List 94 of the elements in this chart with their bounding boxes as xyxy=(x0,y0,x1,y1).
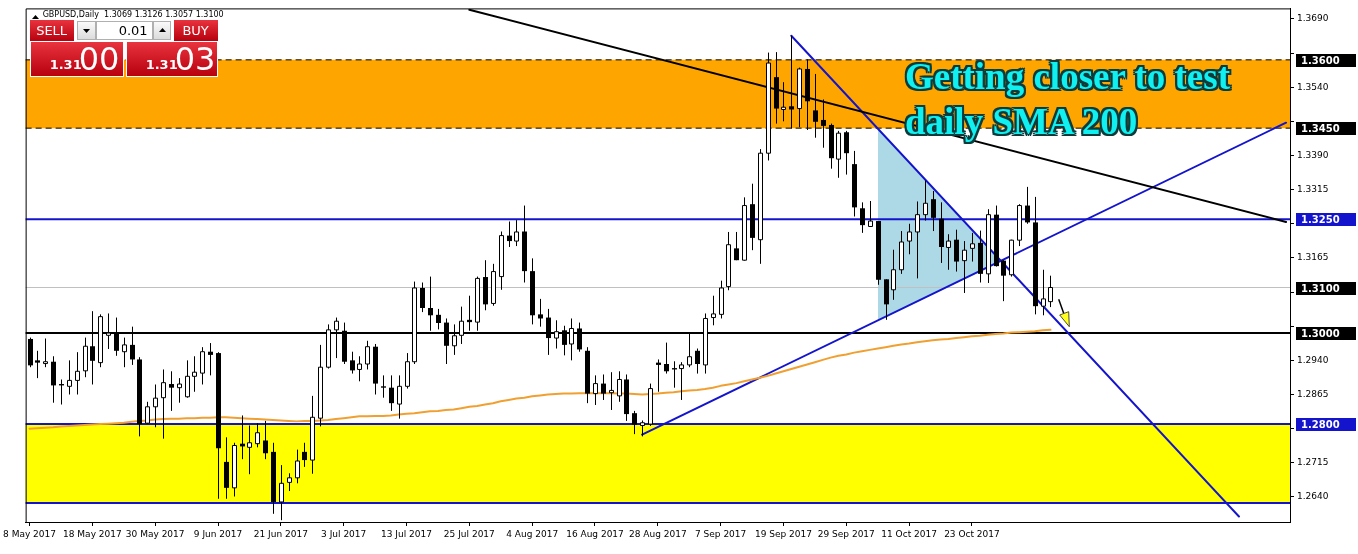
candlestick xyxy=(711,295,716,326)
candlestick xyxy=(609,371,614,411)
candlestick xyxy=(868,200,873,228)
y-tick-label: 1.3390 xyxy=(1297,149,1329,160)
candlestick xyxy=(192,355,197,393)
candlestick xyxy=(664,342,669,375)
y-tick-label: 1.3690 xyxy=(1297,13,1329,24)
candlestick xyxy=(946,233,951,271)
candlestick xyxy=(844,130,849,176)
candlestick xyxy=(122,337,127,368)
sell-button: SELL xyxy=(29,20,74,41)
candlestick xyxy=(357,355,362,382)
candlestick xyxy=(255,422,260,448)
candlestick xyxy=(970,232,975,263)
candlestick xyxy=(365,340,370,370)
candlestick xyxy=(185,359,190,399)
candlestick xyxy=(1041,269,1046,316)
candlestick xyxy=(538,298,543,328)
x-tick-label: 11 Oct 2017 xyxy=(881,528,937,539)
candlestick xyxy=(389,374,394,412)
x-tick-label: 23 Oct 2017 xyxy=(944,528,1000,539)
candlestick xyxy=(397,374,402,420)
x-tick-label: 25 Jul 2017 xyxy=(443,528,495,539)
ref-line-label: 1.3450 xyxy=(1301,122,1340,134)
chart-title: GBPUSD,Daily 1.3069 1.3126 1.3057 1.3100 xyxy=(42,10,224,20)
x-tick-label: 4 Aug 2017 xyxy=(506,528,559,539)
candlestick xyxy=(891,249,896,301)
y-tick-label: 1.2715 xyxy=(1297,457,1329,468)
candlestick xyxy=(67,359,72,396)
candlestick xyxy=(915,200,920,279)
buy-button: BUY xyxy=(173,20,218,41)
candlestick xyxy=(263,420,268,460)
x-tick-label: 21 Jun 2017 xyxy=(253,528,308,539)
ref-line-label: 1.3600 xyxy=(1301,54,1340,66)
y-tick-label: 1.3315 xyxy=(1297,183,1329,194)
candlestick xyxy=(923,180,928,222)
candlestick xyxy=(247,424,252,475)
x-tick-label: 7 Sep 2017 xyxy=(694,528,747,539)
candlestick xyxy=(593,374,598,406)
x-tick-label: 13 Jul 2017 xyxy=(381,528,432,539)
x-tick-label: 16 Aug 2017 xyxy=(566,528,624,539)
y-tick-label: 1.3540 xyxy=(1297,81,1329,92)
lot-size-field: 0.01 xyxy=(95,21,153,40)
x-tick-label: 8 May 2017 xyxy=(3,528,57,539)
candlestick xyxy=(279,464,284,521)
x-tick-label: 28 Aug 2017 xyxy=(628,528,687,539)
candlestick xyxy=(75,351,80,396)
candlestick xyxy=(781,81,786,122)
candlestick xyxy=(907,223,912,255)
candlestick xyxy=(617,370,622,403)
candlestick xyxy=(169,370,174,412)
candlestick xyxy=(381,374,386,399)
candlestick xyxy=(295,449,300,484)
x-tick-label: 9 Jun 2017 xyxy=(193,528,243,539)
candlestick xyxy=(954,229,959,273)
candlestick xyxy=(1001,259,1006,302)
candlestick xyxy=(436,308,441,330)
y-tick-label: 1.2940 xyxy=(1297,354,1329,365)
ref-line-label: 1.3250 xyxy=(1301,213,1340,225)
candlestick xyxy=(679,361,684,401)
candlestick xyxy=(860,201,865,234)
ref-line-label: 1.3100 xyxy=(1301,282,1340,294)
candlestick xyxy=(601,373,606,401)
candlestick xyxy=(1025,186,1030,225)
candlestick xyxy=(507,220,512,248)
candlestick xyxy=(208,342,213,376)
candlestick xyxy=(161,368,166,440)
candlestick xyxy=(514,219,519,247)
x-tick-label: 30 May 2017 xyxy=(125,528,185,539)
candlestick xyxy=(734,231,739,261)
candlestick xyxy=(695,348,700,375)
x-tick-label: 18 May 2017 xyxy=(63,528,122,539)
candlestick xyxy=(1048,275,1053,308)
candlestick xyxy=(302,442,307,468)
ref-line-label: 1.2800 xyxy=(1301,418,1340,430)
candlestick xyxy=(200,346,205,385)
candlestick xyxy=(51,355,56,404)
candlestick xyxy=(43,338,48,368)
x-tick-label: 29 Sep 2017 xyxy=(817,528,875,539)
y-tick-label: 1.2640 xyxy=(1297,491,1329,502)
candlestick xyxy=(350,351,355,375)
x-tick-label: 3 Jul 2017 xyxy=(321,528,367,539)
ref-line-label: 1.3000 xyxy=(1301,327,1340,339)
candlestick xyxy=(153,383,158,428)
candlestick xyxy=(656,358,661,393)
candlestick xyxy=(420,282,425,313)
candlestick xyxy=(177,377,182,404)
y-tick-label: 1.2865 xyxy=(1297,388,1329,399)
candlestick xyxy=(931,190,936,232)
candlestick xyxy=(35,350,40,379)
x-tick-label: 19 Sep 2017 xyxy=(754,528,812,539)
candlestick xyxy=(962,240,967,294)
y-tick-label: 1.3165 xyxy=(1297,252,1329,263)
candlestick xyxy=(632,410,637,435)
